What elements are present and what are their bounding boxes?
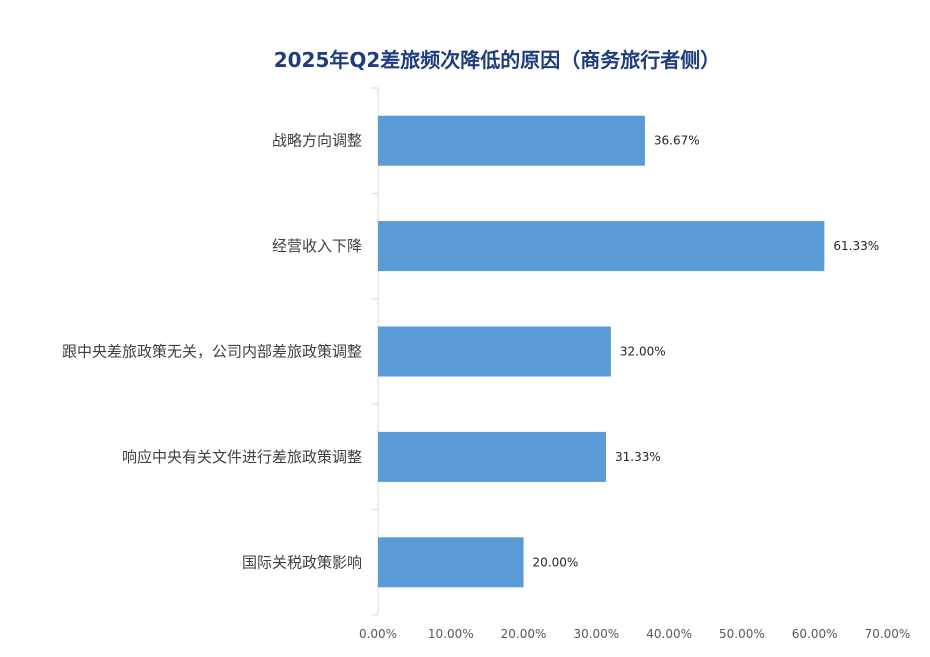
category-label-1: 战略方向调整 [272, 132, 362, 150]
data-label-2: 61.33% [833, 239, 879, 253]
bar-3 [378, 326, 611, 377]
bar-2 [378, 221, 825, 272]
x-tick-label-1: 0.00% [359, 627, 397, 641]
x-tick-label-4: 30.00% [573, 627, 619, 641]
data-label-3: 32.00% [620, 345, 666, 359]
data-label-4: 31.33% [615, 450, 661, 464]
x-tick-labels: 0.00% 10.00% 20.00% 30.00% 40.00% 50.00% 60.00… [359, 627, 910, 641]
labels-layer: 战略方向调整 36.67% 经营收入下降 61.33% 跟中央差旅政策无关，公司内部差旅… [62, 132, 879, 572]
axis-layer [372, 87, 379, 616]
bar-5 [378, 537, 524, 588]
x-tick-label-3: 20.00% [501, 627, 547, 641]
data-label-1: 36.67% [654, 134, 700, 148]
bar-1 [378, 115, 645, 166]
data-label-5: 20.00% [533, 555, 579, 569]
category-label-4: 响应中央有关文件进行差旅政策调整 [122, 448, 362, 466]
x-tick-label-2: 10.00% [428, 627, 474, 641]
bar-4 [378, 431, 607, 482]
x-tick-label-6: 50.00% [719, 627, 765, 641]
chart-title: 2025年Q2差旅频次降低的原因（商务旅行者侧） [274, 48, 721, 72]
x-tick-label-8: 70.00% [865, 627, 911, 641]
bars-layer [378, 115, 825, 588]
x-tick-label-7: 60.00% [792, 627, 838, 641]
category-label-2: 经营收入下降 [272, 237, 362, 255]
category-label-3: 跟中央差旅政策无关，公司内部差旅政策调整 [62, 343, 362, 361]
x-tick-label-5: 40.00% [646, 627, 692, 641]
category-label-5: 国际关税政策影响 [242, 553, 362, 571]
